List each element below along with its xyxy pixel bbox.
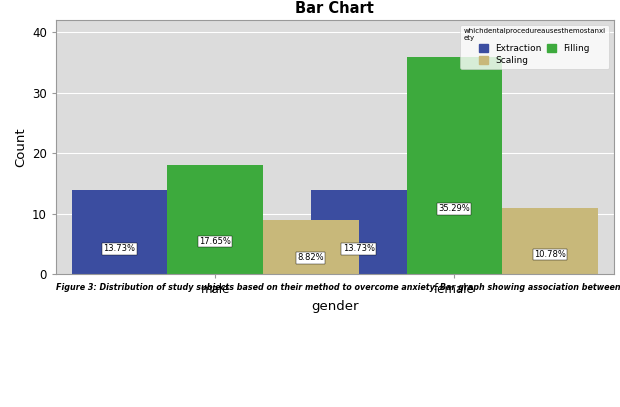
Text: 10.78%: 10.78%	[534, 250, 566, 259]
Title: Bar Chart: Bar Chart	[295, 1, 374, 16]
Text: 13.73%: 13.73%	[343, 244, 374, 253]
Bar	[263, 220, 359, 274]
Text: 8.82%: 8.82%	[298, 254, 324, 263]
Legend: Extraction, Scaling, Filling: Extraction, Scaling, Filling	[460, 25, 609, 68]
Y-axis label: Count: Count	[15, 127, 28, 167]
Text: 17.65%: 17.65%	[199, 237, 231, 246]
Bar	[167, 165, 263, 274]
Bar	[407, 57, 502, 274]
Bar	[502, 208, 598, 274]
Text: Figure 3: Distribution of study subjects based on their method to overcome anxie: Figure 3: Distribution of study subjects…	[56, 283, 620, 293]
Text: 13.73%: 13.73%	[104, 244, 136, 253]
Bar	[311, 190, 407, 274]
Text: 35.29%: 35.29%	[438, 204, 470, 213]
Bar	[72, 190, 167, 274]
X-axis label: gender: gender	[311, 300, 358, 313]
